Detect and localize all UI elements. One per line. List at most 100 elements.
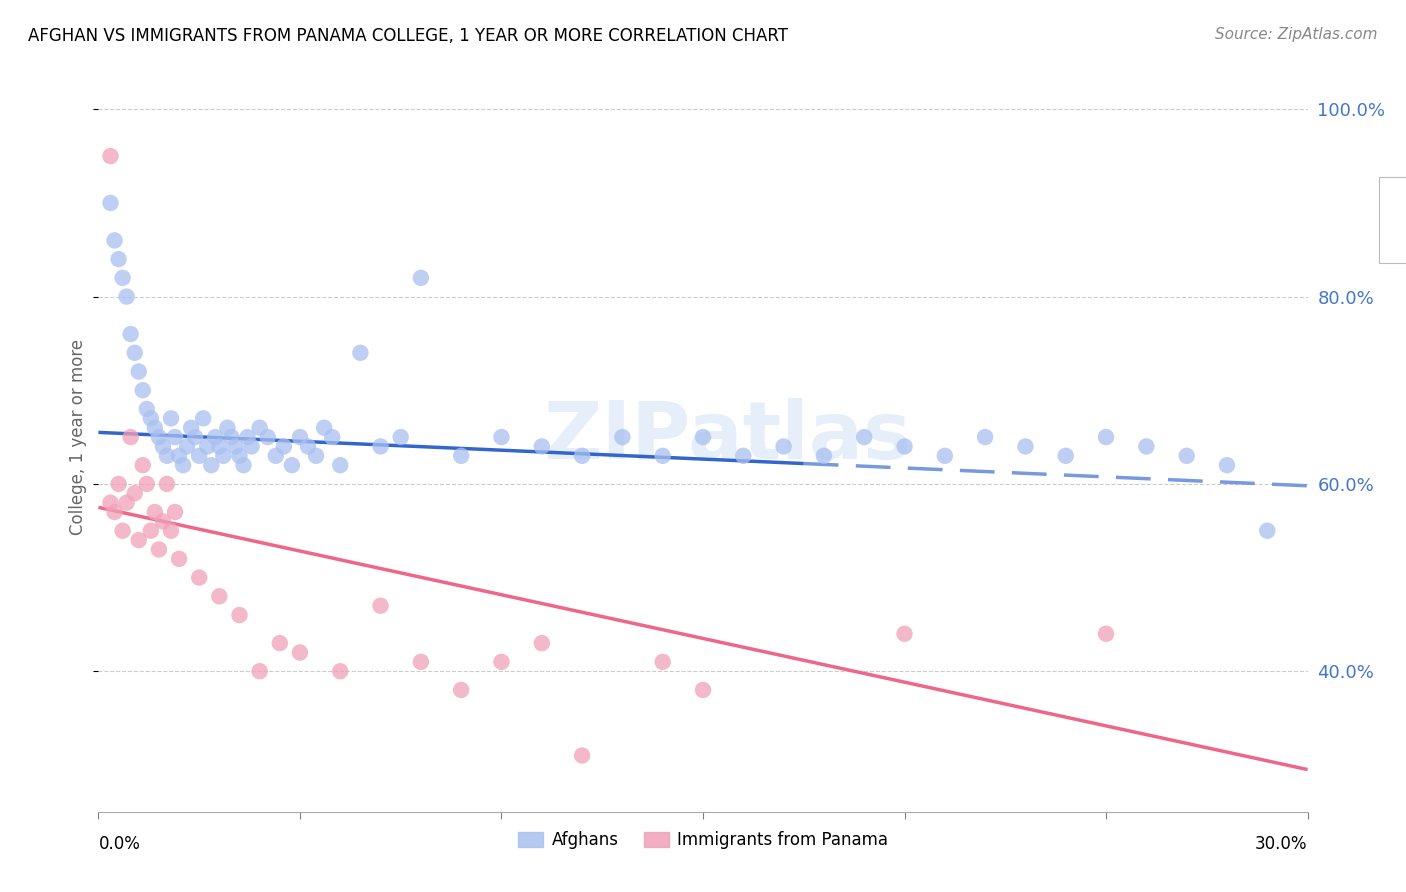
Point bbox=[111, 271, 134, 285]
Point bbox=[139, 411, 162, 425]
Point bbox=[314, 421, 336, 435]
Point bbox=[288, 430, 311, 444]
Point bbox=[228, 449, 250, 463]
Point bbox=[208, 590, 231, 604]
Point bbox=[297, 440, 319, 453]
Point bbox=[124, 346, 146, 360]
Point bbox=[163, 430, 186, 444]
Point bbox=[236, 430, 259, 444]
Point bbox=[232, 458, 254, 473]
Point bbox=[139, 524, 162, 538]
Point bbox=[193, 411, 215, 425]
Point bbox=[120, 326, 142, 341]
Point bbox=[305, 449, 328, 463]
Point bbox=[612, 430, 634, 444]
Point bbox=[107, 252, 129, 266]
Point bbox=[221, 430, 243, 444]
Point bbox=[813, 449, 835, 463]
Point bbox=[172, 458, 194, 473]
Point bbox=[249, 421, 271, 435]
Point bbox=[152, 440, 174, 453]
Point bbox=[893, 626, 915, 640]
Point bbox=[160, 524, 183, 538]
Point bbox=[163, 505, 186, 519]
Point bbox=[135, 401, 157, 416]
Point bbox=[974, 430, 997, 444]
Point bbox=[132, 384, 155, 398]
Point bbox=[156, 476, 179, 491]
Point bbox=[450, 683, 472, 698]
Point bbox=[100, 496, 122, 510]
Point bbox=[370, 599, 392, 613]
Point bbox=[651, 655, 673, 669]
Point bbox=[249, 664, 271, 678]
Point bbox=[1095, 430, 1118, 444]
Point bbox=[288, 646, 311, 660]
Point bbox=[1135, 440, 1157, 453]
Point bbox=[200, 458, 222, 473]
Point bbox=[1256, 524, 1278, 538]
Point bbox=[128, 533, 150, 547]
Point bbox=[188, 449, 211, 463]
Point bbox=[329, 664, 352, 678]
Point bbox=[132, 458, 155, 473]
Point bbox=[1014, 440, 1036, 453]
Point bbox=[100, 195, 122, 210]
Point bbox=[212, 449, 235, 463]
Point bbox=[281, 458, 304, 473]
Point bbox=[321, 430, 343, 444]
Point bbox=[103, 505, 125, 519]
Point bbox=[143, 421, 166, 435]
Point bbox=[135, 476, 157, 491]
Point bbox=[1175, 449, 1198, 463]
Point bbox=[264, 449, 287, 463]
Point bbox=[204, 430, 226, 444]
Point bbox=[269, 636, 291, 650]
Point bbox=[571, 748, 593, 763]
Legend: Afghans, Immigrants from Panama: Afghans, Immigrants from Panama bbox=[512, 824, 894, 855]
Point bbox=[1095, 626, 1118, 640]
Point bbox=[491, 430, 513, 444]
Point bbox=[167, 551, 190, 566]
Point bbox=[240, 440, 263, 453]
Point bbox=[349, 346, 371, 360]
Point bbox=[124, 486, 146, 500]
Point bbox=[115, 289, 138, 303]
Point bbox=[329, 458, 352, 473]
Point bbox=[733, 449, 755, 463]
Point bbox=[530, 636, 553, 650]
Point bbox=[409, 655, 432, 669]
Point bbox=[491, 655, 513, 669]
Y-axis label: College, 1 year or more: College, 1 year or more bbox=[69, 339, 87, 535]
Point bbox=[370, 440, 392, 453]
Point bbox=[167, 449, 190, 463]
Point bbox=[195, 440, 218, 453]
Point bbox=[176, 440, 198, 453]
Text: 0.0%: 0.0% bbox=[98, 835, 141, 853]
Point bbox=[217, 421, 239, 435]
Point bbox=[692, 430, 714, 444]
Point bbox=[1216, 458, 1239, 473]
Point bbox=[893, 440, 915, 453]
Point bbox=[160, 411, 183, 425]
Point bbox=[115, 496, 138, 510]
Point bbox=[148, 542, 170, 557]
Point bbox=[273, 440, 295, 453]
Text: ZIPatlas: ZIPatlas bbox=[543, 398, 911, 476]
Text: 30.0%: 30.0% bbox=[1256, 835, 1308, 853]
Point bbox=[103, 233, 125, 247]
Point bbox=[148, 430, 170, 444]
Text: AFGHAN VS IMMIGRANTS FROM PANAMA COLLEGE, 1 YEAR OR MORE CORRELATION CHART: AFGHAN VS IMMIGRANTS FROM PANAMA COLLEGE… bbox=[28, 27, 789, 45]
Point bbox=[184, 430, 207, 444]
Point bbox=[107, 476, 129, 491]
Point bbox=[128, 365, 150, 379]
Point bbox=[180, 421, 202, 435]
Text: Source: ZipAtlas.com: Source: ZipAtlas.com bbox=[1215, 27, 1378, 42]
Point bbox=[530, 440, 553, 453]
Point bbox=[100, 149, 122, 163]
Point bbox=[571, 449, 593, 463]
Point bbox=[188, 571, 211, 585]
Point bbox=[152, 514, 174, 528]
Point bbox=[120, 430, 142, 444]
Point bbox=[224, 440, 246, 453]
